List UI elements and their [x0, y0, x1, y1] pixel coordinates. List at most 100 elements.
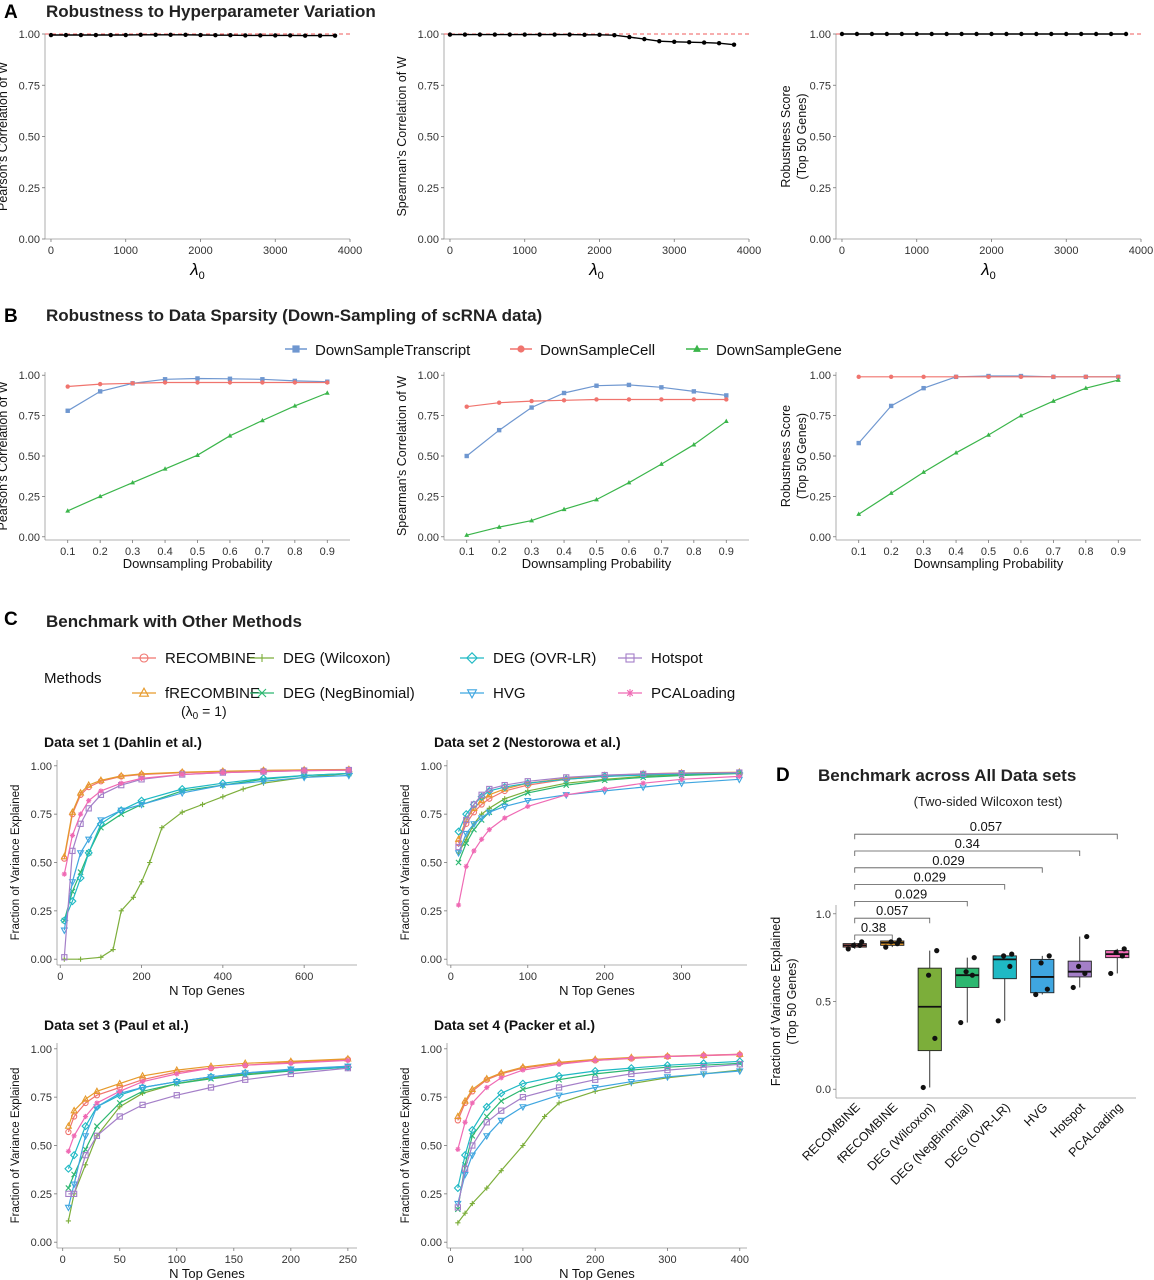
x-tick-label: 2000	[188, 245, 212, 257]
data-point	[1034, 31, 1039, 37]
data-point	[227, 376, 233, 381]
data-point	[93, 1132, 101, 1139]
data-point	[219, 782, 227, 790]
data-point	[1083, 385, 1089, 390]
x-tick-label: 200	[586, 1254, 604, 1266]
chart-b3: 0.00 0.25 0.50 0.75 1.00 0.1 0.2 0.3 0.4 0.5 0.6 0.…	[779, 370, 1141, 571]
series-downsamplecell	[856, 374, 1121, 380]
data-point	[602, 786, 608, 792]
data-point	[68, 879, 77, 887]
legend-c-entry: DEG (NegBinomial)	[250, 685, 415, 702]
y-tick-label: 0.75	[418, 411, 439, 423]
panel-title-c: Benchmark with Other Methods	[46, 612, 302, 631]
data-point	[519, 1086, 526, 1093]
series-pcaloading	[65, 1057, 351, 1154]
data-point	[672, 39, 677, 44]
chart-title: Data set 4 (Packer et al.)	[434, 1017, 595, 1033]
data-point	[478, 791, 485, 798]
y-tick-label: 0.50	[418, 132, 439, 144]
data-point	[888, 490, 894, 495]
legend-label: DownSampleGene	[716, 342, 842, 359]
legend-swatch-marker	[693, 344, 701, 352]
box-point	[934, 948, 940, 954]
data-point	[98, 788, 104, 794]
data-point	[469, 1142, 476, 1149]
x-tick-label: 600	[295, 971, 313, 983]
data-point	[601, 771, 608, 779]
x-tick-label: 0.6	[222, 546, 237, 558]
data-point	[462, 830, 471, 838]
data-point	[469, 1200, 475, 1207]
data-point	[555, 1092, 563, 1100]
x-tick-label: 0.4	[948, 546, 963, 558]
data-point	[227, 433, 233, 438]
box-point	[920, 1084, 926, 1091]
x-tick-label: 0.5	[190, 546, 205, 558]
x-axis-label: N Top Genes	[559, 983, 635, 998]
x-tick-label: 0	[448, 1254, 454, 1266]
y-tick-label: 0.00	[810, 234, 831, 246]
data-point	[1051, 374, 1056, 380]
box-point	[1070, 984, 1076, 991]
data-point	[454, 1206, 461, 1213]
legend-swatch-marker	[138, 687, 150, 697]
data-point	[659, 397, 664, 402]
x-tick-label: 0.1	[60, 546, 75, 558]
data-point	[85, 805, 92, 812]
y-axis-label: Robustness Score	[779, 405, 793, 507]
data-point	[65, 408, 70, 413]
series-downsamplegene	[856, 377, 1121, 516]
series-pcaloading	[455, 773, 742, 908]
data-point	[208, 1065, 214, 1071]
series-line	[457, 775, 740, 906]
data-point	[1004, 31, 1009, 37]
legend-label: DownSampleCell	[540, 342, 655, 359]
box-recombine	[842, 939, 867, 952]
data-point	[498, 1168, 504, 1174]
data-point	[65, 1185, 72, 1192]
y-tick-label: 0.00	[810, 532, 831, 544]
series-series	[839, 31, 1129, 37]
x-tick-label: 0.3	[125, 546, 140, 558]
data-point	[554, 1071, 564, 1081]
data-point	[86, 798, 92, 804]
data-point	[138, 775, 145, 781]
data-point	[65, 1128, 72, 1136]
data-point	[287, 33, 293, 38]
series-hotspot	[455, 769, 743, 851]
box-point	[850, 942, 857, 948]
legend-c-entry: fRECOMBINE	[132, 685, 260, 702]
legend-c-entry: HVG	[460, 685, 526, 702]
legend-b-entry: DownSampleTranscript	[285, 342, 471, 359]
chart-c3: 0.00 0.25 0.50 0.75 1.00 0 50 100 150 200 250 N Top…	[10, 1017, 357, 1280]
data-point	[716, 41, 722, 46]
box-hotspot	[1067, 933, 1092, 991]
data-point	[273, 33, 278, 38]
data-point	[48, 32, 54, 38]
data-point	[463, 840, 470, 847]
series-line	[63, 769, 349, 958]
bracket-line	[854, 867, 1043, 873]
y-tick-label: 0.75	[19, 80, 40, 92]
legend-label: PCALoading	[651, 685, 735, 702]
chart-c1: 0.00 0.25 0.50 0.75 1.00 0 200 400 600 N Top Gene…	[10, 734, 357, 998]
data-point	[856, 374, 861, 380]
chart-c4: 0.00 0.25 0.50 0.75 1.00 0 100 200 300 400 N Top G…	[400, 1017, 749, 1280]
legend-label: HVG	[493, 685, 526, 702]
x-tick-label: 100	[168, 1254, 186, 1266]
data-point	[869, 31, 875, 37]
series-frecombine	[64, 1054, 352, 1129]
y-tick-label: 0.00	[31, 1237, 52, 1249]
data-point	[168, 32, 173, 38]
data-point	[65, 384, 70, 389]
data-point	[679, 776, 685, 782]
data-point	[627, 1079, 636, 1086]
data-point	[496, 427, 502, 433]
series-line	[67, 1058, 348, 1127]
data-point	[519, 1094, 527, 1101]
data-point	[541, 1113, 548, 1120]
data-point	[986, 432, 991, 437]
bracket-line	[854, 934, 893, 940]
bracket-line	[854, 850, 1081, 856]
data-point	[227, 380, 233, 385]
